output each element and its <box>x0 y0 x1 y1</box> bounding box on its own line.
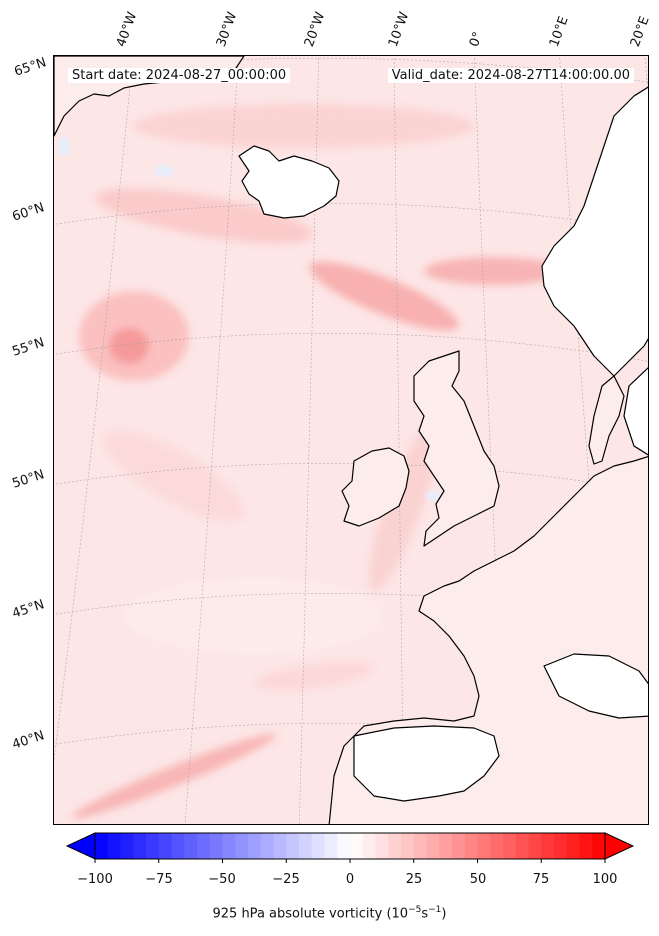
valid-date-text: Valid_date: 2024-08-27T14:00:00.00 <box>387 68 634 83</box>
colorbar-cell <box>464 833 478 859</box>
colorbar-cell <box>452 833 466 859</box>
colorbar-tick-label: 75 <box>532 872 550 887</box>
colorbar-label-text: 925 hPa absolute vorticity (10 <box>212 906 409 922</box>
iberia <box>353 725 500 802</box>
scandinavia <box>541 86 648 377</box>
colorbar-cell <box>426 833 440 859</box>
iceland <box>238 145 340 219</box>
colorbar-tick-label: −50 <box>208 872 236 887</box>
colorbar-cell <box>222 833 236 859</box>
colorbar-tick-label: −75 <box>145 872 173 887</box>
map-panel: Start date: 2024-08-27_00:00:00 Valid_da… <box>53 55 649 825</box>
colorbar-cell <box>439 833 453 859</box>
colorbar-cell <box>592 833 606 859</box>
colorbar-label-unit-exp: −1 <box>428 905 442 915</box>
colorbar-cell <box>375 833 389 859</box>
colorbar-cell <box>158 833 172 859</box>
start-date-text: Start date: 2024-08-27_00:00:00 <box>68 68 291 83</box>
colorbar-cell <box>388 833 402 859</box>
colorbar-label-exp: −5 <box>408 905 422 915</box>
colorbar-extend-low <box>65 832 96 860</box>
colorbar-cell <box>477 833 491 859</box>
colorbar-cell <box>413 833 427 859</box>
colorbar-ticks <box>94 859 606 863</box>
colorbar-cell <box>362 833 376 859</box>
colorbar <box>65 832 635 863</box>
colorbar-tick-label: 0 <box>345 872 355 887</box>
denmark <box>588 375 625 465</box>
colorbar-cell <box>273 833 287 859</box>
colorbar-cell <box>554 833 568 859</box>
field-light-patches <box>58 136 442 501</box>
baltic-coast <box>623 367 648 456</box>
colorbar-cell <box>146 833 160 859</box>
colorbar-cell <box>184 833 198 859</box>
colorbar-cell <box>541 833 555 859</box>
colorbar-tick-label: 50 <box>469 872 487 887</box>
colorbar-cell <box>324 833 338 859</box>
colorbar-cell <box>515 833 529 859</box>
colorbar-cell <box>260 833 274 859</box>
colorbar-cell <box>286 833 300 859</box>
colorbar-cell <box>337 833 351 859</box>
coastlines <box>54 56 648 824</box>
colorbar-cell <box>107 833 121 859</box>
colorbar-cell <box>350 833 364 859</box>
colorbar-cell <box>171 833 185 859</box>
colorbar-cell <box>95 833 109 859</box>
colorbar-cell <box>248 833 262 859</box>
colorbar-cell <box>401 833 415 859</box>
vorticity-map <box>54 56 648 824</box>
colorbar-cell <box>120 833 134 859</box>
colorbar-cell <box>490 833 504 859</box>
colorbar-cell <box>528 833 542 859</box>
colorbar-label-unit: s <box>421 906 429 922</box>
colorbar-cell <box>579 833 593 859</box>
colorbar-label-close: ) <box>441 906 447 922</box>
colorbar-extend-high <box>604 832 635 860</box>
colorbar-cell <box>209 833 223 859</box>
alps <box>543 653 648 719</box>
colorbar-tick-label: 25 <box>405 872 423 887</box>
colorbar-cells <box>95 833 606 859</box>
colorbar-cell <box>503 833 517 859</box>
colorbar-label: 925 hPa absolute vorticity (10−5s−1) <box>0 905 659 921</box>
colorbar-cell <box>311 833 325 859</box>
colorbar-cell <box>566 833 580 859</box>
colorbar-cell <box>299 833 313 859</box>
colorbar-cell <box>133 833 147 859</box>
colorbar-cell <box>235 833 249 859</box>
colorbar-cell <box>197 833 211 859</box>
colorbar-tick-label: 100 <box>592 872 618 887</box>
great-britain <box>413 350 500 547</box>
ireland <box>341 447 410 527</box>
colorbar-tick-label: −100 <box>77 872 113 887</box>
colorbar-tick-label: −25 <box>272 872 300 887</box>
